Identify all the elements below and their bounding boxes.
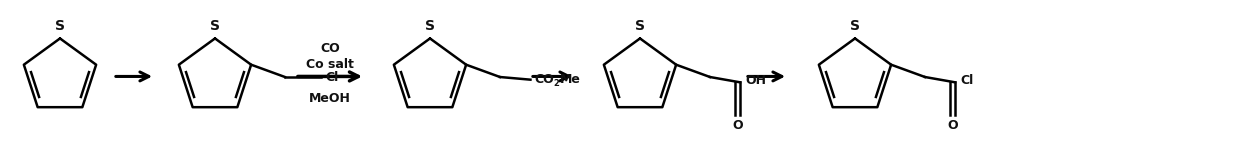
Text: Cl: Cl bbox=[325, 71, 339, 83]
Text: Cl: Cl bbox=[960, 74, 973, 87]
Text: 2: 2 bbox=[553, 79, 559, 88]
Text: S: S bbox=[55, 19, 64, 33]
Text: S: S bbox=[635, 19, 645, 33]
Text: CO: CO bbox=[534, 73, 554, 86]
Text: Co salt: Co salt bbox=[306, 58, 353, 71]
Text: S: S bbox=[425, 19, 435, 33]
Text: OH: OH bbox=[745, 74, 766, 87]
Text: CO: CO bbox=[320, 42, 340, 55]
Text: Me: Me bbox=[559, 73, 580, 86]
Text: S: S bbox=[210, 19, 219, 33]
Text: S: S bbox=[849, 19, 861, 33]
Text: O: O bbox=[947, 119, 959, 132]
Text: O: O bbox=[733, 119, 744, 132]
Text: MeOH: MeOH bbox=[309, 92, 351, 105]
